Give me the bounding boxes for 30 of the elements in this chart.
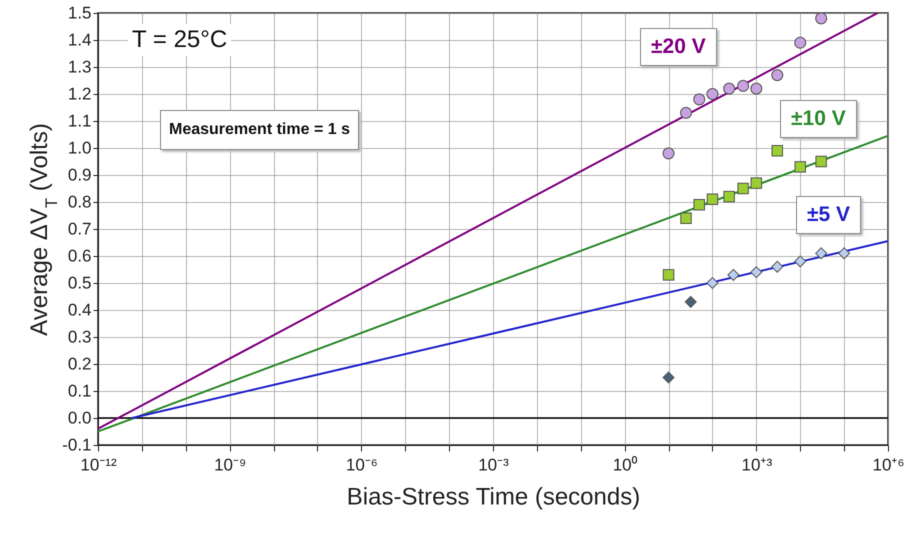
series-label: ±10 V bbox=[780, 100, 857, 138]
y-tick-label: 0.1 bbox=[68, 382, 92, 400]
x-tick-label: 10⁺⁶ bbox=[872, 456, 904, 474]
series-label: ±5 V bbox=[796, 196, 862, 234]
y-tick-label: 0.7 bbox=[68, 220, 92, 238]
y-tick-label: 0.8 bbox=[68, 192, 92, 212]
y-tick-label: 0.3 bbox=[68, 328, 92, 346]
y-tick-label: 1.5 bbox=[68, 4, 92, 22]
x-tick-label: 10⁰ bbox=[612, 456, 638, 474]
x-axis-title: Bias-Stress Time (seconds) bbox=[346, 484, 640, 510]
x-tick-label: 10⁻³ bbox=[478, 456, 510, 474]
y-tick-label: 1.3 bbox=[68, 58, 92, 76]
y-tick-label: 0.6 bbox=[68, 246, 92, 266]
annotation: Measurement time = 1 s bbox=[160, 110, 359, 150]
y-tick-label: -0.1 bbox=[62, 436, 92, 454]
y-tick-label: 0.9 bbox=[68, 166, 92, 184]
x-tick-label: 10⁻¹² bbox=[80, 456, 117, 474]
annotation: T = 25°C bbox=[128, 24, 232, 56]
x-tick-label: 10⁻⁹ bbox=[214, 456, 246, 474]
y-tick-label: 0.0 bbox=[68, 408, 92, 428]
y-tick-label: 1.4 bbox=[68, 30, 92, 50]
series-label: ±20 V bbox=[640, 28, 717, 66]
y-tick-label: 1.0 bbox=[68, 138, 92, 158]
y-tick-label: 0.5 bbox=[68, 274, 92, 292]
y-tick-label: 1.2 bbox=[68, 84, 92, 104]
x-tick-label: 10⁺³ bbox=[742, 456, 772, 474]
y-tick-label: 1.1 bbox=[68, 112, 92, 130]
y-tick-label: 0.4 bbox=[68, 300, 92, 320]
x-tick-label: 10⁻⁶ bbox=[346, 456, 378, 474]
y-tick-label: 0.2 bbox=[68, 354, 92, 374]
